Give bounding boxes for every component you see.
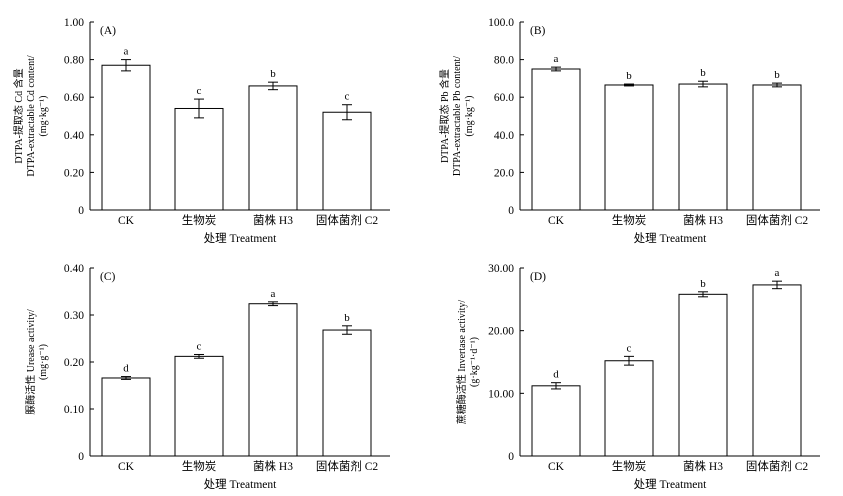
x-tick-label: 生物炭: [182, 213, 217, 227]
x-tick-label: 菌株 H3: [683, 213, 723, 227]
bar: [531, 68, 581, 211]
y-tick-label: 0: [78, 451, 84, 463]
y-tick-label: 0.60: [64, 92, 84, 104]
y-tick-label: 60.0: [494, 92, 514, 104]
y-tick-label: 0: [508, 205, 514, 217]
x-tick-label: 固体菌剂 C2: [316, 213, 379, 227]
x-tick-label: 菌株 H3: [683, 459, 723, 473]
chart-panel-a: 0 0.20 0.40 0.60 0.80 1.00 a CK c 生物炭 b 菌株 H3 c 固体菌剂 …: [12, 17, 390, 245]
bar: [322, 111, 372, 211]
significance-letter: c: [197, 340, 202, 352]
y-axis-title: (mg·kg⁻¹): [464, 95, 475, 136]
y-tick-label: 1.00: [64, 17, 84, 29]
x-tick-label: 生物炭: [612, 213, 647, 227]
y-tick-label: 20.00: [488, 326, 514, 338]
panel-label: (B): [530, 25, 546, 37]
y-tick-label: 80.0: [494, 55, 514, 67]
bar: [678, 83, 728, 211]
chart-panel-c: 0 0.10 0.20 0.30 0.40 d CK c 生物炭 a 菌株 H3 b 固体菌剂 C2 (C…: [24, 263, 390, 491]
significance-letter: b: [344, 312, 350, 324]
panel-label: (A): [100, 25, 116, 37]
bar: [174, 355, 224, 457]
x-tick-label: CK: [118, 215, 135, 227]
panel-label: (C): [100, 271, 116, 283]
bar: [752, 84, 802, 211]
y-tick-label: 0.30: [64, 310, 84, 322]
y-tick-label: 0.10: [64, 404, 84, 416]
significance-letter: d: [553, 369, 559, 381]
significance-letter: b: [774, 69, 780, 81]
y-tick-label: 100.0: [488, 17, 514, 29]
bar: [174, 107, 224, 211]
bar: [531, 385, 581, 457]
chart-panel-d: 0 10.00 20.00 30.00 d CK c 生物炭 b 菌株 H3 a 固体菌剂 C2 (D)…: [455, 263, 820, 491]
significance-letter: b: [700, 278, 706, 290]
y-axis-title: (mg·g⁻¹): [38, 344, 49, 380]
x-tick-label: 菌株 H3: [253, 213, 293, 227]
significance-letter: a: [271, 288, 276, 300]
x-axis-title: 处理 Treatment: [204, 232, 278, 245]
x-tick-label: 生物炭: [182, 459, 217, 473]
y-tick-label: 0.80: [64, 55, 84, 67]
y-tick-label: 0: [78, 205, 84, 217]
y-tick-label: 10.00: [488, 388, 514, 400]
y-tick-label: 0.20: [64, 357, 84, 369]
significance-letter: c: [197, 85, 202, 97]
significance-letter: c: [345, 91, 350, 103]
bar: [604, 360, 654, 457]
y-axis-title: 脲酶活性 Urease activity/: [24, 309, 37, 415]
bar: [101, 64, 151, 211]
y-tick-label: 0.40: [64, 130, 84, 142]
y-axis-title: (g·kg⁻¹·d⁻¹): [469, 337, 480, 387]
y-axis-title: DTPA-extractable Cd content/: [26, 55, 37, 176]
bar: [322, 329, 372, 457]
y-tick-label: 20.0: [494, 167, 514, 179]
x-axis-title: 处理 Treatment: [204, 478, 278, 491]
bar: [248, 85, 298, 211]
significance-letter: b: [700, 67, 706, 79]
y-tick-label: 0.20: [64, 167, 84, 179]
y-axis-title: DTPA-提取态 Pb 含量: [438, 69, 451, 163]
x-axis-title: 处理 Treatment: [634, 478, 708, 491]
y-tick-label: 30.00: [488, 263, 514, 275]
y-tick-label: 0: [508, 451, 514, 463]
x-tick-label: CK: [548, 215, 565, 227]
bar: [248, 303, 298, 457]
x-tick-label: 固体菌剂 C2: [746, 213, 809, 227]
panel-label: (D): [530, 271, 546, 283]
bar: [101, 377, 151, 457]
x-tick-label: 菌株 H3: [253, 459, 293, 473]
y-axis-title: (mg·kg⁻¹): [38, 95, 49, 136]
y-axis-title: DTPA-extractable Pb content/: [452, 56, 463, 176]
x-axis-title: 处理 Treatment: [634, 232, 708, 245]
significance-letter: a: [775, 267, 780, 279]
bar: [752, 284, 802, 457]
significance-letter: b: [626, 70, 632, 82]
x-tick-label: 固体菌剂 C2: [746, 459, 809, 473]
x-tick-label: CK: [118, 461, 135, 473]
significance-letter: b: [270, 68, 276, 80]
x-tick-label: 生物炭: [612, 459, 647, 473]
y-tick-label: 40.0: [494, 130, 514, 142]
chart-panel-b: 0 20.0 40.0 60.0 80.0 100.0 a CK b 生物炭 b 菌株 H3 b 固体菌剂…: [438, 17, 820, 245]
significance-letter: c: [627, 342, 632, 354]
y-axis-title: DTPA-提取态 Cd 含量: [12, 68, 25, 163]
significance-letter: d: [123, 363, 129, 375]
bar: [604, 84, 654, 211]
significance-letter: a: [554, 53, 559, 65]
y-tick-label: 0.40: [64, 263, 84, 275]
x-tick-label: CK: [548, 461, 565, 473]
y-axis-title: 蔗糖酶活性 Invertase activity/: [455, 300, 468, 425]
x-tick-label: 固体菌剂 C2: [316, 459, 379, 473]
bar: [678, 293, 728, 457]
significance-letter: a: [124, 46, 129, 58]
